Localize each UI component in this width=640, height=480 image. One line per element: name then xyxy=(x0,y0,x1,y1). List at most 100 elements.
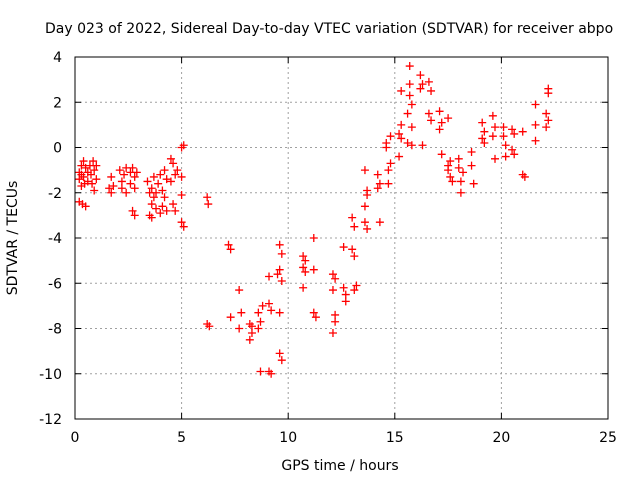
y-axis-label: SDTVAR / TECUs xyxy=(5,181,21,296)
data-point xyxy=(542,123,551,132)
data-point xyxy=(328,270,337,279)
data-point xyxy=(384,179,393,188)
data-point xyxy=(86,170,95,179)
data-point xyxy=(309,308,318,317)
data-point xyxy=(395,129,404,138)
data-point xyxy=(179,141,188,150)
data-point xyxy=(339,243,348,252)
data-point xyxy=(90,166,99,175)
data-point xyxy=(147,200,156,209)
data-point xyxy=(162,175,171,184)
data-point xyxy=(109,181,118,190)
data-point xyxy=(437,150,446,159)
data-point xyxy=(373,170,382,179)
data-point xyxy=(386,132,395,141)
data-point xyxy=(162,206,171,215)
data-point xyxy=(205,322,214,331)
data-point xyxy=(467,148,476,157)
data-point xyxy=(510,150,519,159)
data-point xyxy=(341,290,350,299)
data-point xyxy=(348,245,357,254)
y-tick-label: -12 xyxy=(39,412,62,428)
data-point xyxy=(267,306,276,315)
data-point xyxy=(501,152,510,161)
data-point xyxy=(299,263,308,272)
data-point xyxy=(331,317,340,326)
data-point xyxy=(382,138,391,147)
data-point xyxy=(166,154,175,163)
data-point xyxy=(88,179,97,188)
data-point xyxy=(203,193,212,202)
data-point xyxy=(437,118,446,127)
data-point xyxy=(171,206,180,215)
data-point xyxy=(254,308,263,317)
data-point xyxy=(360,202,369,211)
data-point xyxy=(117,184,126,193)
data-point xyxy=(156,170,165,179)
data-point xyxy=(350,222,359,231)
data-point xyxy=(456,177,465,186)
data-point xyxy=(397,86,406,95)
data-point xyxy=(520,172,529,181)
data-point xyxy=(444,114,453,123)
grid xyxy=(75,57,608,419)
data-point xyxy=(83,177,92,186)
data-point xyxy=(275,308,284,317)
data-point xyxy=(331,310,340,319)
data-point xyxy=(339,283,348,292)
data-point xyxy=(179,222,188,231)
data-point xyxy=(275,240,284,249)
data-point xyxy=(92,161,101,170)
data-point xyxy=(275,265,284,274)
data-point xyxy=(341,297,350,306)
data-point xyxy=(542,109,551,118)
x-tick-label: 0 xyxy=(71,430,80,446)
data-point xyxy=(267,369,276,378)
data-point xyxy=(544,89,553,98)
data-point xyxy=(360,218,369,227)
data-point xyxy=(405,62,414,71)
data-point xyxy=(309,265,318,274)
data-point xyxy=(256,367,265,376)
data-point xyxy=(299,283,308,292)
data-point xyxy=(149,172,158,181)
data-point xyxy=(384,166,393,175)
data-point xyxy=(491,154,500,163)
data-point xyxy=(405,80,414,89)
data-point xyxy=(499,123,508,132)
data-point xyxy=(89,157,98,166)
data-points xyxy=(75,62,553,378)
data-point xyxy=(435,107,444,116)
data-point xyxy=(160,193,169,202)
data-point xyxy=(177,218,186,227)
data-point xyxy=(467,161,476,170)
y-tick-label: 0 xyxy=(53,141,62,157)
data-point xyxy=(152,188,161,197)
data-point xyxy=(480,127,489,136)
data-point xyxy=(454,163,463,172)
x-tick-label: 10 xyxy=(279,430,297,446)
data-point xyxy=(350,286,359,295)
data-point xyxy=(352,281,361,290)
data-point xyxy=(277,356,286,365)
data-point xyxy=(403,109,412,118)
data-point xyxy=(531,120,540,129)
data-point xyxy=(149,193,158,202)
data-point xyxy=(418,141,427,150)
x-axis-label: GPS time / hours xyxy=(281,458,398,474)
data-point xyxy=(258,301,267,310)
data-point xyxy=(107,172,116,181)
data-point xyxy=(375,218,384,227)
data-point xyxy=(177,172,186,181)
data-point xyxy=(147,184,156,193)
data-point xyxy=(360,166,369,175)
data-point xyxy=(204,200,213,209)
data-point xyxy=(128,206,137,215)
data-point xyxy=(237,308,246,317)
data-point xyxy=(501,141,510,150)
data-point xyxy=(427,116,436,125)
data-point xyxy=(328,286,337,295)
data-point xyxy=(446,172,455,181)
data-point xyxy=(158,186,167,195)
data-point xyxy=(309,234,318,242)
